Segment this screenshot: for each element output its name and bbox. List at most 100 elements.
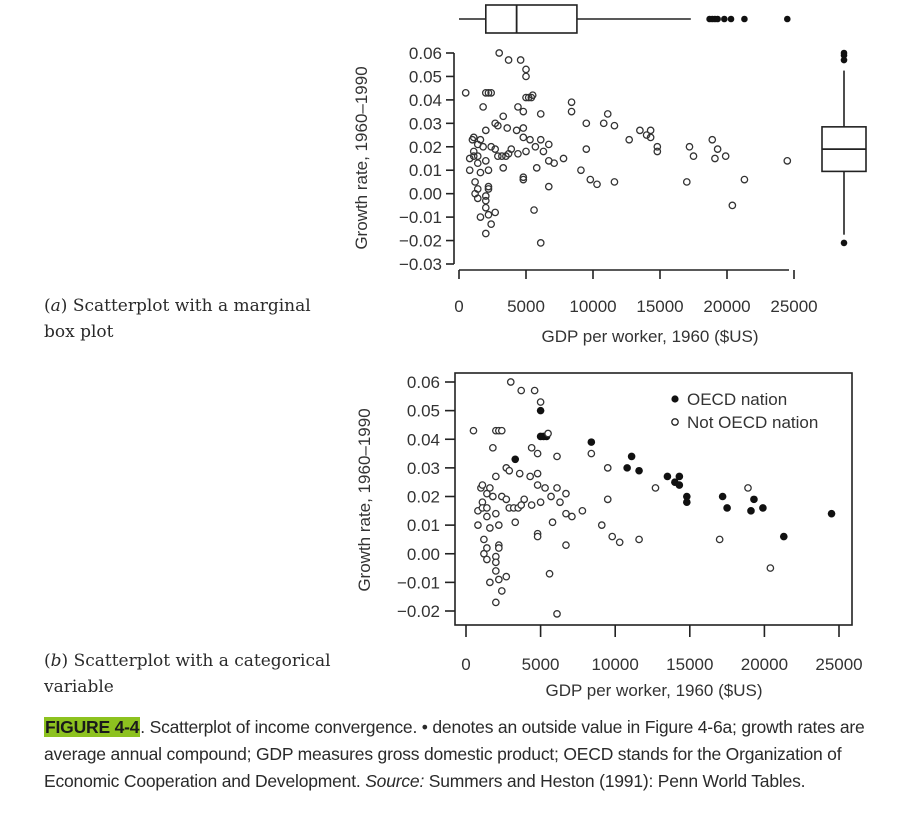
panel-a-data-point (783, 156, 792, 165)
panel-b-point-not-oecd (615, 538, 624, 547)
panel-b-point-not-oecd (545, 569, 554, 578)
panel-a-y-tick-label: −0.02 (399, 232, 442, 251)
panel-b-x-tick-label: 15000 (666, 655, 713, 674)
panel-a-data-point (567, 98, 576, 107)
panel-a-data-point (522, 93, 530, 102)
panel-a-data-point (526, 135, 534, 144)
panel-a-y-axis-label: Growth rate, 1960–1990 (352, 66, 371, 249)
panel-a-data-point (708, 135, 717, 144)
panel-a-data-point (653, 142, 662, 151)
panel-a-letter: a (50, 296, 61, 316)
panel-b-point-not-oecd (651, 484, 660, 492)
panel-b-point-not-oecd (547, 492, 555, 501)
boxplot-x-outlier (714, 15, 721, 23)
panel-a-data-point (582, 119, 591, 128)
panel-a-data-point (476, 135, 485, 144)
panel-a-caption-text: Scatterplot with a marginal box plot (44, 296, 311, 342)
boxplot-x-outlier (721, 15, 728, 23)
panel-b-point-oecd (683, 492, 691, 501)
panel-a-data-point (465, 154, 474, 163)
panel-b-point-not-oecd (587, 449, 596, 458)
panel-b-point-not-oecd (483, 512, 491, 521)
panel-b-y-tick-label: 0.04 (407, 430, 440, 449)
panel-a-data-point (484, 89, 493, 97)
panel-b-point-not-oecd (469, 426, 478, 435)
figure-tag: FIGURE 4-4 (44, 717, 141, 737)
panel-b-x-tick-label: 0 (461, 655, 470, 674)
panel-b-point-not-oecd (527, 501, 536, 509)
panel-a-data-point (653, 147, 662, 156)
panel-b-point-not-oecd (548, 518, 557, 527)
panel-a-data-point (721, 152, 730, 161)
panel-b-point-oecd (623, 464, 631, 472)
panel-b-y-tick-label: 0.00 (407, 545, 440, 564)
panel-b-y-tick-label: 0.03 (407, 459, 440, 478)
panel-b-point-not-oecd (597, 521, 606, 529)
panel-b-point-not-oecd (603, 464, 612, 472)
panel-b-point-not-oecd (541, 484, 549, 492)
panel-b-point-not-oecd (556, 498, 564, 507)
panel-a-data-point (473, 194, 482, 203)
panel-b-y-tick-label: 0.06 (407, 373, 440, 392)
panel-a-data-point (593, 180, 601, 189)
panel-a-data-point (473, 159, 482, 168)
panel-b-point-not-oecd (608, 532, 617, 541)
panel-b-point-not-oecd (544, 429, 552, 438)
panel-a-data-point (487, 142, 496, 151)
panel-a-x-tick-label: 20000 (703, 297, 750, 316)
boxplot-x-outlier (727, 15, 735, 23)
panel-a-data-point (481, 156, 490, 165)
panel-a-data-point (487, 89, 496, 97)
panel-b-x-axis-label: GDP per worker, 1960 ($US) (546, 681, 763, 700)
source-text: Summers and Heston (1991): Penn World Ta… (424, 771, 806, 791)
panel-b-point-not-oecd (494, 544, 503, 552)
panel-a-data-point (512, 126, 521, 135)
panel-b-point-not-oecd (502, 495, 511, 504)
panel-a-data-point (610, 178, 619, 186)
panel-b-point-not-oecd (478, 481, 487, 489)
panel-b-y-tick-label: −0.01 (397, 573, 440, 592)
panel-a-data-point (479, 103, 487, 111)
panel-b-x-tick-label: 5000 (522, 655, 560, 674)
panel-b-x-tick-label: 20000 (741, 655, 788, 674)
panel-b-point-not-oecd (491, 598, 500, 607)
boxplot-y-outlier (840, 56, 848, 64)
panel-b-axes: 0.06 0.05 0.04 0.03 0.02 0.01 0.00 −0.01 −0.02 0 5… (397, 373, 863, 674)
panel-a-data-point (491, 145, 500, 153)
panel-b-point-not-oecd (489, 492, 497, 501)
panel-b-point-not-oecd (486, 578, 494, 587)
legend-marker-not-oecd (671, 418, 679, 426)
panel-b-point-not-oecd (491, 472, 500, 481)
panel-a-data-point (599, 119, 608, 128)
panel-a-data-point (499, 112, 508, 121)
panel-a-data-point (646, 133, 655, 142)
panel-b-point-not-oecd (526, 472, 535, 481)
panel-b-point-not-oecd (766, 564, 775, 572)
panel-b-point-not-oecd (536, 498, 545, 507)
panel-a-data-point (481, 126, 490, 135)
panel-b-point-not-oecd (502, 572, 511, 581)
panel-b-point-oecd (779, 532, 788, 541)
panel-a-data-point (516, 56, 525, 64)
panel-a-data-point (728, 201, 737, 210)
panel-b-point-not-oecd (491, 509, 500, 518)
panel-b-letter: b (50, 651, 62, 671)
panel-b-point-not-oecd (533, 532, 542, 541)
legend-label-oecd: OECD nation (687, 390, 787, 409)
panel-b-plot-frame (454, 372, 853, 626)
panel-b-point-not-oecd (533, 469, 542, 478)
panel-a-data-point (519, 175, 528, 184)
panel-b-point-oecd (536, 406, 545, 415)
panel-b-point-oecd (627, 452, 636, 461)
panel-b-caption: (b) Scatterplot with a categorical varia… (44, 651, 331, 697)
panel-b-point-oecd (827, 509, 836, 518)
panel-a-data-point (582, 145, 591, 153)
panel-b-point-not-oecd (486, 484, 494, 492)
panel-a-data-point (544, 140, 553, 149)
boxplot-x-outlier (741, 15, 748, 23)
panel-b-point-not-oecd (489, 443, 497, 452)
panel-a-x-tick-label: 25000 (770, 297, 817, 316)
panel-b-point-oecd (635, 466, 643, 475)
panel-a-data-point (473, 185, 482, 193)
panel-a-data-point (469, 147, 478, 156)
